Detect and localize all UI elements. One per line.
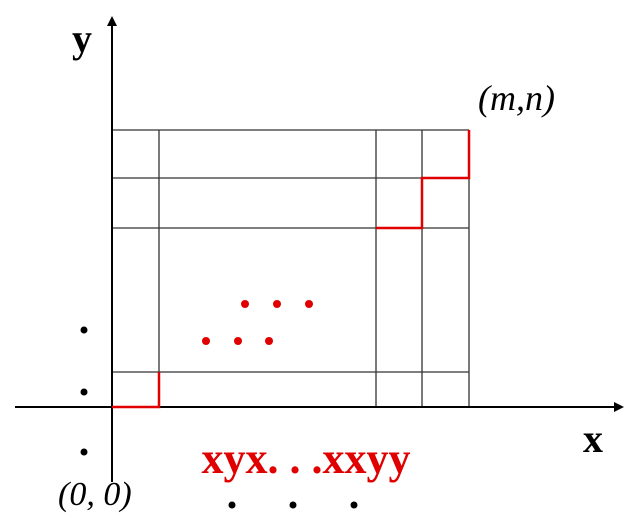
ellipsis-dots-red [202,300,313,345]
ellipsis-dots-black [80,326,358,509]
y-label: y [72,16,92,61]
path-label: xyx. . .xxyy [202,434,411,483]
path-end [376,130,471,230]
origin-label: (0, 0) [58,476,132,513]
end-label: (m,n) [478,78,555,118]
x-label: x [583,416,603,461]
path-start [112,372,161,409]
grid [112,129,470,407]
